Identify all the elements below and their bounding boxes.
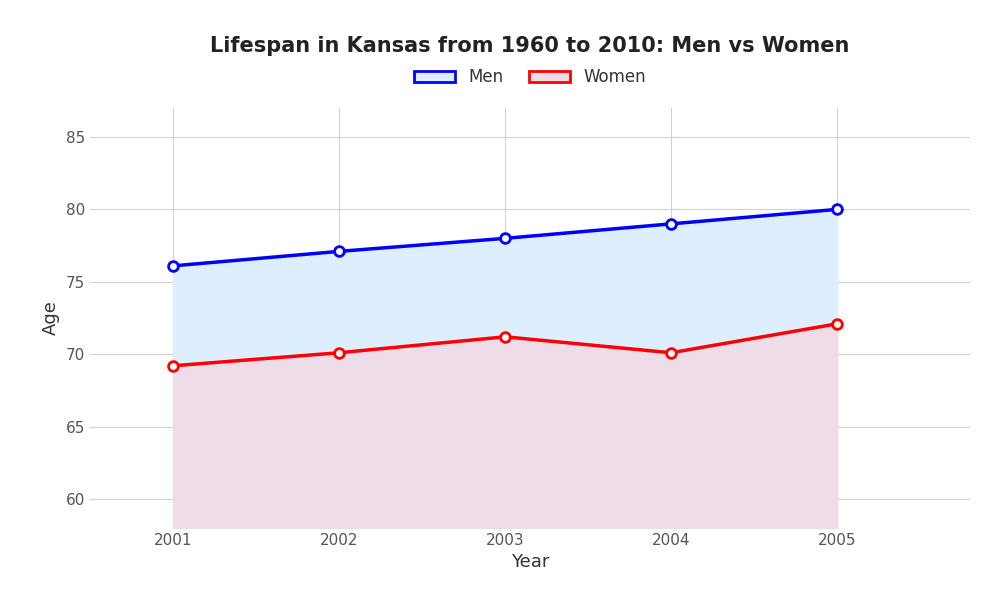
Legend: Men, Women: Men, Women: [407, 62, 653, 93]
X-axis label: Year: Year: [511, 553, 549, 571]
Title: Lifespan in Kansas from 1960 to 2010: Men vs Women: Lifespan in Kansas from 1960 to 2010: Me…: [210, 37, 850, 56]
Y-axis label: Age: Age: [42, 301, 60, 335]
